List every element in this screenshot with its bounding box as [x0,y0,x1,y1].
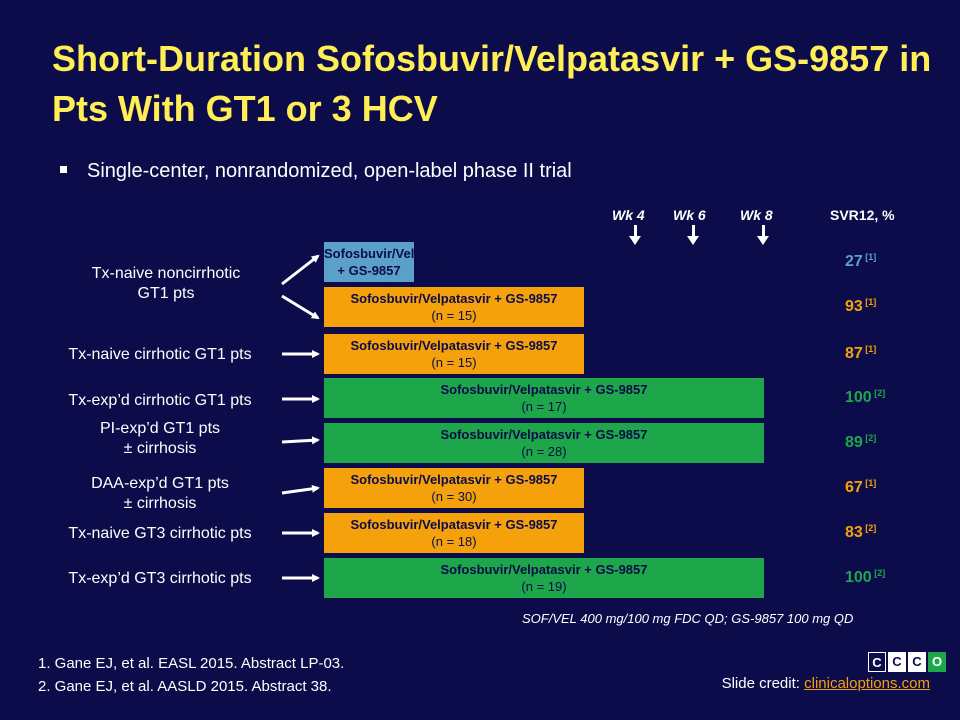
svr-reference: [2] [862,523,877,533]
arrow-icon [281,484,320,495]
treatment-bar: Sofosbuvir/Velpatasvir + GS-9857 (n = 30) [324,468,584,508]
logo-letter: O [928,652,946,672]
slide-credit: Slide credit: clinicaloptions.com [722,675,930,692]
treatment-bar: Sofosbuvir/Velpatasvir + GS-9857(n = 15) [324,242,465,295]
arrow-icon [281,254,320,286]
treatment-bar: Sofosbuvir/Velpatasvir + GS-9857 (n = 15) [324,334,584,374]
group-label-tx-naive-gt3: Tx-naive GT3 cirrhotic pts [68,525,252,542]
svr-reference: [1] [862,297,877,307]
bar-n-label: (n = 28) [521,444,567,459]
svr-number: 67 [845,479,863,496]
svr-value: 87 [1] [845,344,895,363]
bar-drug-label: Sofosbuvir/Velpatasvir + GS-9857 [350,338,558,353]
bar-drug-label: Sofosbuvir/Velpatasvir + GS-9857 [440,562,648,577]
svr-value: 89 [2] [845,433,895,452]
bar-n-label: (n = 30) [431,489,477,504]
svr-reference: [1] [862,344,877,354]
svr-number: 100 [845,569,872,586]
slide-title: Short-Duration Sofosbuvir/Velpatasvir + … [52,38,932,129]
svr-reference: [1] [862,252,877,262]
logo-letter: C [888,652,906,672]
treatment-bar: Sofosbuvir/Velpatasvir + GS-9857 (n = 28) [324,423,764,463]
treatment-bar: Sofosbuvir/Velpatasvir + GS-9857 (n = 15) [324,287,584,327]
svr-number: 93 [845,298,863,315]
svr-value: 83 [2] [845,523,895,542]
group-label-line: Tx-naive noncirrhotic [91,265,241,282]
week-6-label: Wk 6 [673,207,706,223]
group-label-tx-naive-noncirrhotic: Tx-naive noncirrhotic GT1 pts [66,264,266,304]
bar-n-label: (n = 15) [431,355,477,370]
bullet-point: Single-center, nonrandomized, open-label… [60,160,572,183]
credit-prefix: Slide credit: [721,675,805,692]
treatment-bar: Sofosbuvir/Velpatasvir + GS-9857 (n = 18) [324,513,584,553]
references: 1. Gane EJ, et al. EASL 2015. Abstract L… [38,652,344,698]
svr-number: 83 [845,524,863,541]
bar-n-label: (n = 18) [431,534,477,549]
group-label-line: ± cirrhosis [123,495,197,512]
svr-reference: [2] [871,568,886,578]
svr-reference: [1] [862,478,877,488]
week-4-label: Wk 4 [612,207,645,223]
group-label-pi-expd: PI-exp’d GT1 pts ± cirrhosis [60,419,260,459]
bar-n-label: (n = 15) [431,308,477,323]
bar-drug-label: Sofosbuvir/Velpatasvir + GS-9857 [440,427,648,442]
svr-reference: [2] [862,433,877,443]
group-label-tx-expd-gt3: Tx-exp’d GT3 cirrhotic pts [68,570,252,587]
bar-drug-label: Sofosbuvir/Velpatasvir + GS-9857 [350,517,558,532]
group-label-line: ± cirrhosis [123,440,197,457]
bar-n-label: (n = 19) [521,579,567,594]
bar-drug-label: Sofosbuvir/Velpatasvir + GS-9857 [440,382,648,397]
cco-logo: C C C O [868,652,946,672]
bar-drug-label: Sofosbuvir/Velpatasvir + GS-9857 [324,246,465,278]
group-label-daa-expd: DAA-exp’d GT1 pts ± cirrhosis [60,474,260,514]
dose-note: SOF/VEL 400 mg/100 mg FDC QD; GS-9857 10… [522,611,854,626]
reference-2: 2. Gane EJ, et al. AASLD 2015. Abstract … [38,678,332,695]
svr-header: SVR12, % [830,207,895,223]
svr-value: 100 [2] [845,388,895,407]
svr-value: 93 [1] [845,297,895,316]
bar-n-label: (n = 17) [521,399,567,414]
bar-drug-label: Sofosbuvir/Velpatasvir + GS-9857 [350,472,558,487]
group-label-line: PI-exp’d GT1 pts [99,420,221,437]
group-label-line: GT1 pts [137,285,195,302]
svr-number: 100 [845,389,872,406]
treatment-bar: Sofosbuvir/Velpatasvir + GS-9857 (n = 19) [324,558,764,598]
arrow-icon [281,436,320,445]
svr-value: 27 [1] [845,252,895,271]
credit-link[interactable]: clinicaloptions.com [804,675,930,692]
bar-drug-label: Sofosbuvir/Velpatasvir + GS-9857 [350,291,558,306]
svr-reference: [2] [871,388,886,398]
arrow-icon [281,294,320,320]
svr-value: 67 [1] [845,478,895,497]
svr-number: 89 [845,434,863,451]
logo-letter: C [868,652,886,672]
bullet-text: Single-center, nonrandomized, open-label… [87,160,572,182]
svr-value: 100 [2] [845,568,895,587]
group-label-tx-naive-cirrhotic: Tx-naive cirrhotic GT1 pts [68,346,252,363]
group-label-line: DAA-exp’d GT1 pts [91,475,229,492]
reference-1: 1. Gane EJ, et al. EASL 2015. Abstract L… [38,655,345,672]
logo-letter: C [908,652,926,672]
svr-number: 87 [845,345,863,362]
treatment-bar: Sofosbuvir/Velpatasvir + GS-9857 (n = 17) [324,378,764,418]
bullet-square-icon [60,166,67,174]
week-8-label: Wk 8 [740,207,773,223]
svr-number: 27 [845,253,863,270]
group-label-tx-expd-cirrhotic: Tx-exp’d cirrhotic GT1 pts [68,392,252,409]
